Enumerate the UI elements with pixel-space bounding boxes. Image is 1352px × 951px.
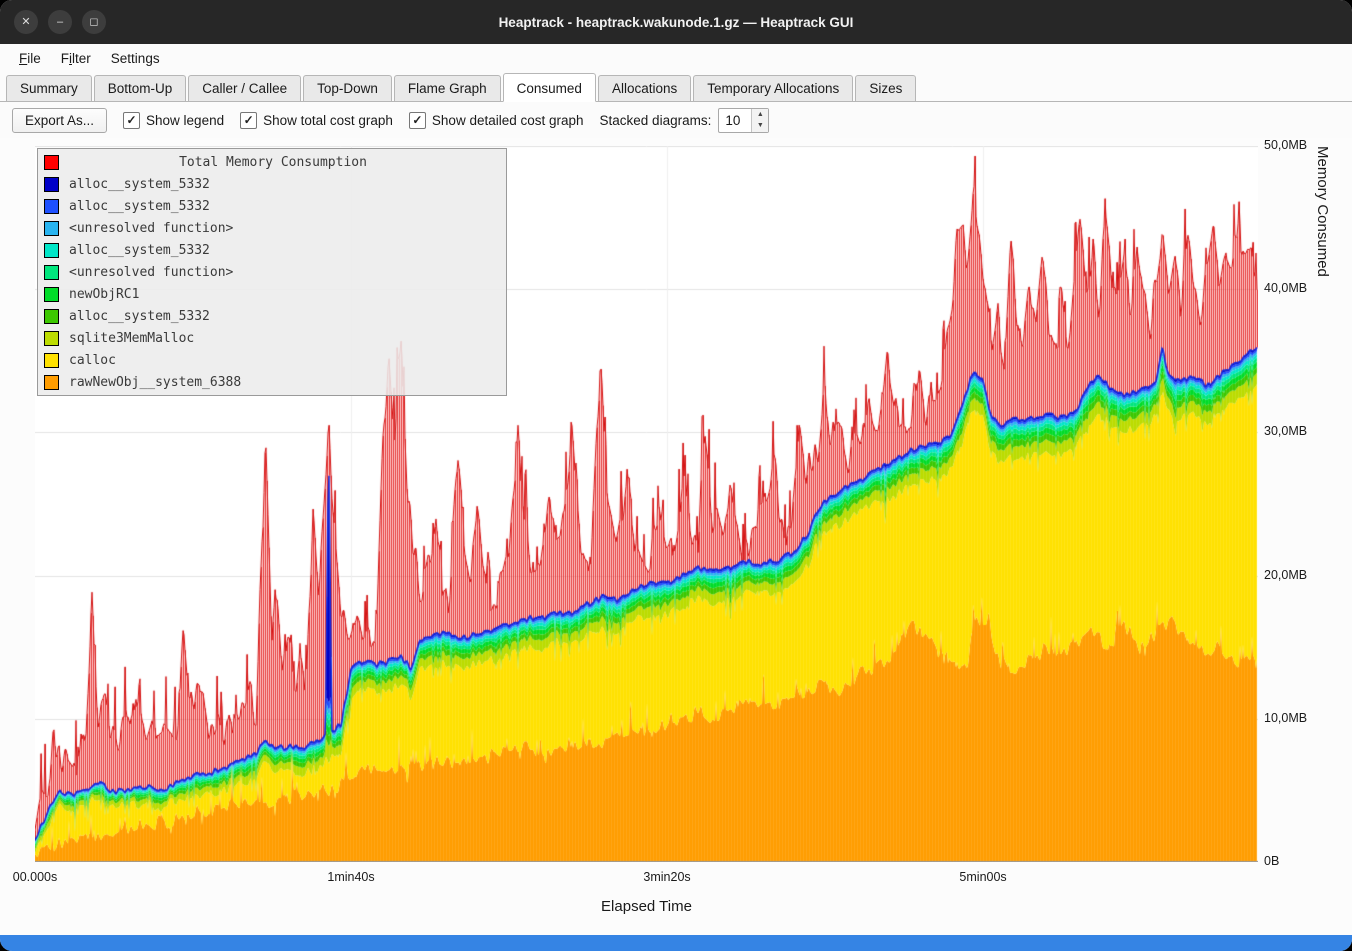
tab-top-down[interactable]: Top-Down xyxy=(303,75,392,101)
legend-label: <unresolved function> xyxy=(69,220,234,236)
tab-consumed[interactable]: Consumed xyxy=(502,73,596,102)
menu-bar: File Filter Settings xyxy=(0,44,1352,72)
checkbox-label: Show legend xyxy=(146,112,225,128)
y-tick-label: 40,0MB xyxy=(1264,281,1308,296)
x-axis-title: Elapsed Time xyxy=(601,898,692,915)
legend-swatch xyxy=(44,308,59,324)
legend-label: newObjRC1 xyxy=(69,286,140,302)
legend-swatch xyxy=(44,286,59,302)
menu-filter[interactable]: Filter xyxy=(60,50,91,66)
legend-swatch xyxy=(44,198,59,214)
y-axis-title: Memory Consumed xyxy=(1314,146,1331,277)
legend-label: alloc__system_5332 xyxy=(69,242,210,258)
legend-item: <unresolved function> xyxy=(38,217,506,239)
menu-settings[interactable]: Settings xyxy=(110,50,160,66)
checkbox-icon[interactable]: ✓ xyxy=(123,111,141,129)
tab-bottom-up[interactable]: Bottom-Up xyxy=(93,75,187,101)
bottom-status-bar xyxy=(0,935,1352,951)
toolbar: Export As... ✓ Show legend ✓ Show total cos… xyxy=(0,102,1352,138)
legend-label: sqlite3MemMalloc xyxy=(69,330,195,346)
close-button[interactable]: ✕ xyxy=(14,10,38,34)
legend-item: newObjRC1 xyxy=(38,283,506,305)
legend-swatch xyxy=(44,176,59,192)
legend-swatch xyxy=(44,220,59,236)
checkbox-label: Show total cost graph xyxy=(263,112,393,128)
legend-item: alloc__system_5332 xyxy=(38,239,506,261)
y-tick-label: 10,0MB xyxy=(1264,710,1308,725)
legend-item: rawNewObj__system_6388 xyxy=(38,371,506,393)
tab-temporary-allocations[interactable]: Temporary Allocations xyxy=(693,75,854,101)
tab-bar: Summary Bottom-Up Caller / Callee Top-Down F… xyxy=(0,72,1352,102)
tab-summary[interactable]: Summary xyxy=(6,75,92,101)
legend-label: alloc__system_5332 xyxy=(69,198,210,214)
title-bar: ✕ – ◻ Heaptrack - heaptrack.wakunode.1.gz … xyxy=(0,0,1352,44)
checkbox-icon[interactable]: ✓ xyxy=(240,111,258,129)
maximize-button[interactable]: ◻ xyxy=(82,10,106,34)
legend-swatch xyxy=(44,330,59,346)
checkbox-icon[interactable]: ✓ xyxy=(408,111,426,129)
tab-caller-callee[interactable]: Caller / Callee xyxy=(188,75,302,101)
stacked-diagrams-label: Stacked diagrams: xyxy=(599,112,712,128)
minimize-icon: – xyxy=(56,15,64,28)
chart-legend: Total Memory Consumption alloc__system_53… xyxy=(37,148,507,396)
y-tick-label: 30,0MB xyxy=(1264,424,1308,439)
spin-arrows: ▲ ▼ xyxy=(751,108,769,132)
legend-item: calloc xyxy=(38,349,506,371)
y-tick-label: 50,0MB xyxy=(1264,138,1308,152)
x-tick-label: 1min40s xyxy=(327,870,375,884)
x-tick-label: 3min20s xyxy=(643,870,691,884)
legend-swatch xyxy=(44,264,59,280)
close-icon: ✕ xyxy=(21,15,31,28)
legend-swatch xyxy=(44,242,59,258)
legend-title-row: Total Memory Consumption xyxy=(38,151,506,173)
legend-swatch xyxy=(44,352,59,368)
y-tick-label: 20,0MB xyxy=(1264,567,1308,582)
checkbox-label: Show detailed cost graph xyxy=(431,112,584,128)
legend-label: alloc__system_5332 xyxy=(69,176,210,192)
chart-area: Total Memory Consumption alloc__system_53… xyxy=(0,138,1352,935)
tab-sizes[interactable]: Sizes xyxy=(855,75,917,101)
x-tick-label: 00.000s xyxy=(12,870,58,884)
legend-item: alloc__system_5332 xyxy=(38,195,506,217)
legend-item: alloc__system_5332 xyxy=(38,305,506,327)
legend-item: sqlite3MemMalloc xyxy=(38,327,506,349)
spin-up-button[interactable]: ▲ xyxy=(756,110,764,118)
window-controls: ✕ – ◻ xyxy=(14,0,106,44)
y-tick-label: 0B xyxy=(1264,854,1280,868)
export-as-button[interactable]: Export As... xyxy=(12,107,108,133)
x-tick-label: 5min00s xyxy=(959,870,1007,884)
legend-label: <unresolved function> xyxy=(69,264,234,280)
tab-allocations[interactable]: Allocations xyxy=(597,75,692,101)
legend-item: <unresolved function> xyxy=(38,261,506,283)
toolbar-checkboxes: ✓ Show legend ✓ Show total cost graph ✓ Show … xyxy=(123,111,584,129)
tab-flame-graph[interactable]: Flame Graph xyxy=(393,75,501,101)
maximize-icon: ◻ xyxy=(89,15,99,28)
minimize-button[interactable]: – xyxy=(48,10,72,34)
legend-total-swatch xyxy=(44,154,59,170)
spin-down-button[interactable]: ▼ xyxy=(756,122,764,130)
checkbox-show-detailed-cost-graph[interactable]: ✓ Show detailed cost graph xyxy=(408,111,584,129)
legend-item: alloc__system_5332 xyxy=(38,173,506,195)
window-title: Heaptrack - heaptrack.wakunode.1.gz — He… xyxy=(498,14,854,30)
menu-file[interactable]: File xyxy=(19,50,41,66)
legend-label: rawNewObj__system_6388 xyxy=(69,374,242,390)
legend-swatch xyxy=(44,374,59,390)
legend-label: alloc__system_5332 xyxy=(69,308,210,324)
stacked-diagrams-spinbox[interactable]: 10 ▲ ▼ xyxy=(718,107,770,133)
legend-label: calloc xyxy=(69,352,116,368)
legend-title: Total Memory Consumption xyxy=(179,154,367,170)
checkbox-show-legend[interactable]: ✓ Show legend xyxy=(123,111,225,129)
stacked-diagrams-control: Stacked diagrams: 10 ▲ ▼ xyxy=(599,107,770,133)
stacked-diagrams-value[interactable]: 10 xyxy=(725,112,741,128)
checkbox-show-total-cost-graph[interactable]: ✓ Show total cost graph xyxy=(240,111,393,129)
